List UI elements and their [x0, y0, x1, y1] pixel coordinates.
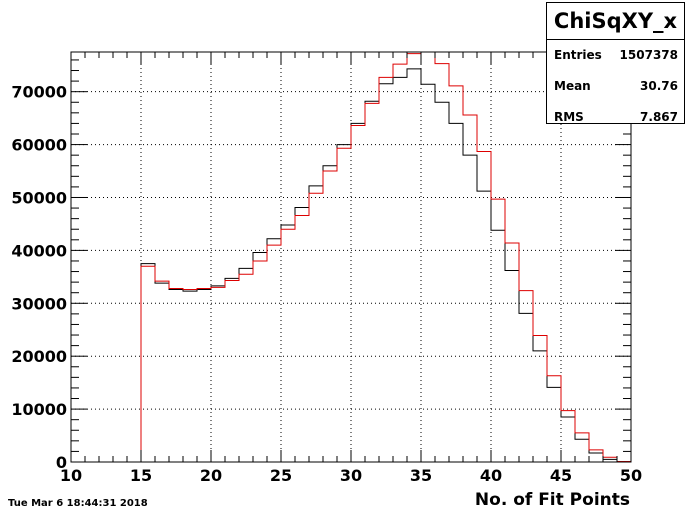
stats-row-entries: Entries 1507378 [547, 40, 684, 71]
x-tick-label: 15 [130, 466, 152, 485]
y-tick-label: 10000 [11, 400, 67, 419]
rms-value: 7.867 [640, 110, 678, 124]
y-tick-label: 50000 [11, 188, 67, 207]
y-tick-label: 20000 [11, 347, 67, 366]
x-tick-label: 30 [340, 466, 362, 485]
stats-box: ChiSqXY_x Entries 1507378 Mean 30.76 RMS… [546, 2, 685, 124]
stats-row-rms: RMS 7.867 [547, 102, 684, 133]
mean-value: 30.76 [640, 79, 678, 93]
x-tick-label: 45 [550, 466, 572, 485]
x-tick-label: 10 [60, 466, 82, 485]
entries-value: 1507378 [619, 48, 678, 62]
x-axis-label: No. of Fit Points [474, 490, 630, 510]
x-tick-label: 20 [200, 466, 222, 485]
y-tick-label: 40000 [11, 241, 67, 260]
mean-label: Mean [554, 79, 591, 93]
y-tick-label: 30000 [11, 294, 67, 313]
histogram-series [71, 51, 631, 463]
y-tick-label: 70000 [11, 83, 67, 102]
x-tick-label: 25 [270, 466, 292, 485]
timestamp: Tue Mar 6 18:44:31 2018 [8, 498, 148, 509]
entries-label: Entries [554, 48, 602, 62]
rms-label: RMS [554, 110, 584, 124]
histogram-line-1 [71, 51, 631, 463]
y-tick-label: 60000 [11, 136, 67, 155]
y-tick-label: 0 [56, 453, 67, 472]
axes: 10 15 20 25 30 35 40 45 50 0 10000 20000 30000 40000 5… [11, 51, 642, 485]
x-tick-label: 40 [480, 466, 502, 485]
x-tick-label: 50 [620, 466, 642, 485]
stats-title: ChiSqXY_x [547, 3, 684, 40]
x-tick-label: 35 [410, 466, 432, 485]
stats-row-mean: Mean 30.76 [547, 71, 684, 102]
